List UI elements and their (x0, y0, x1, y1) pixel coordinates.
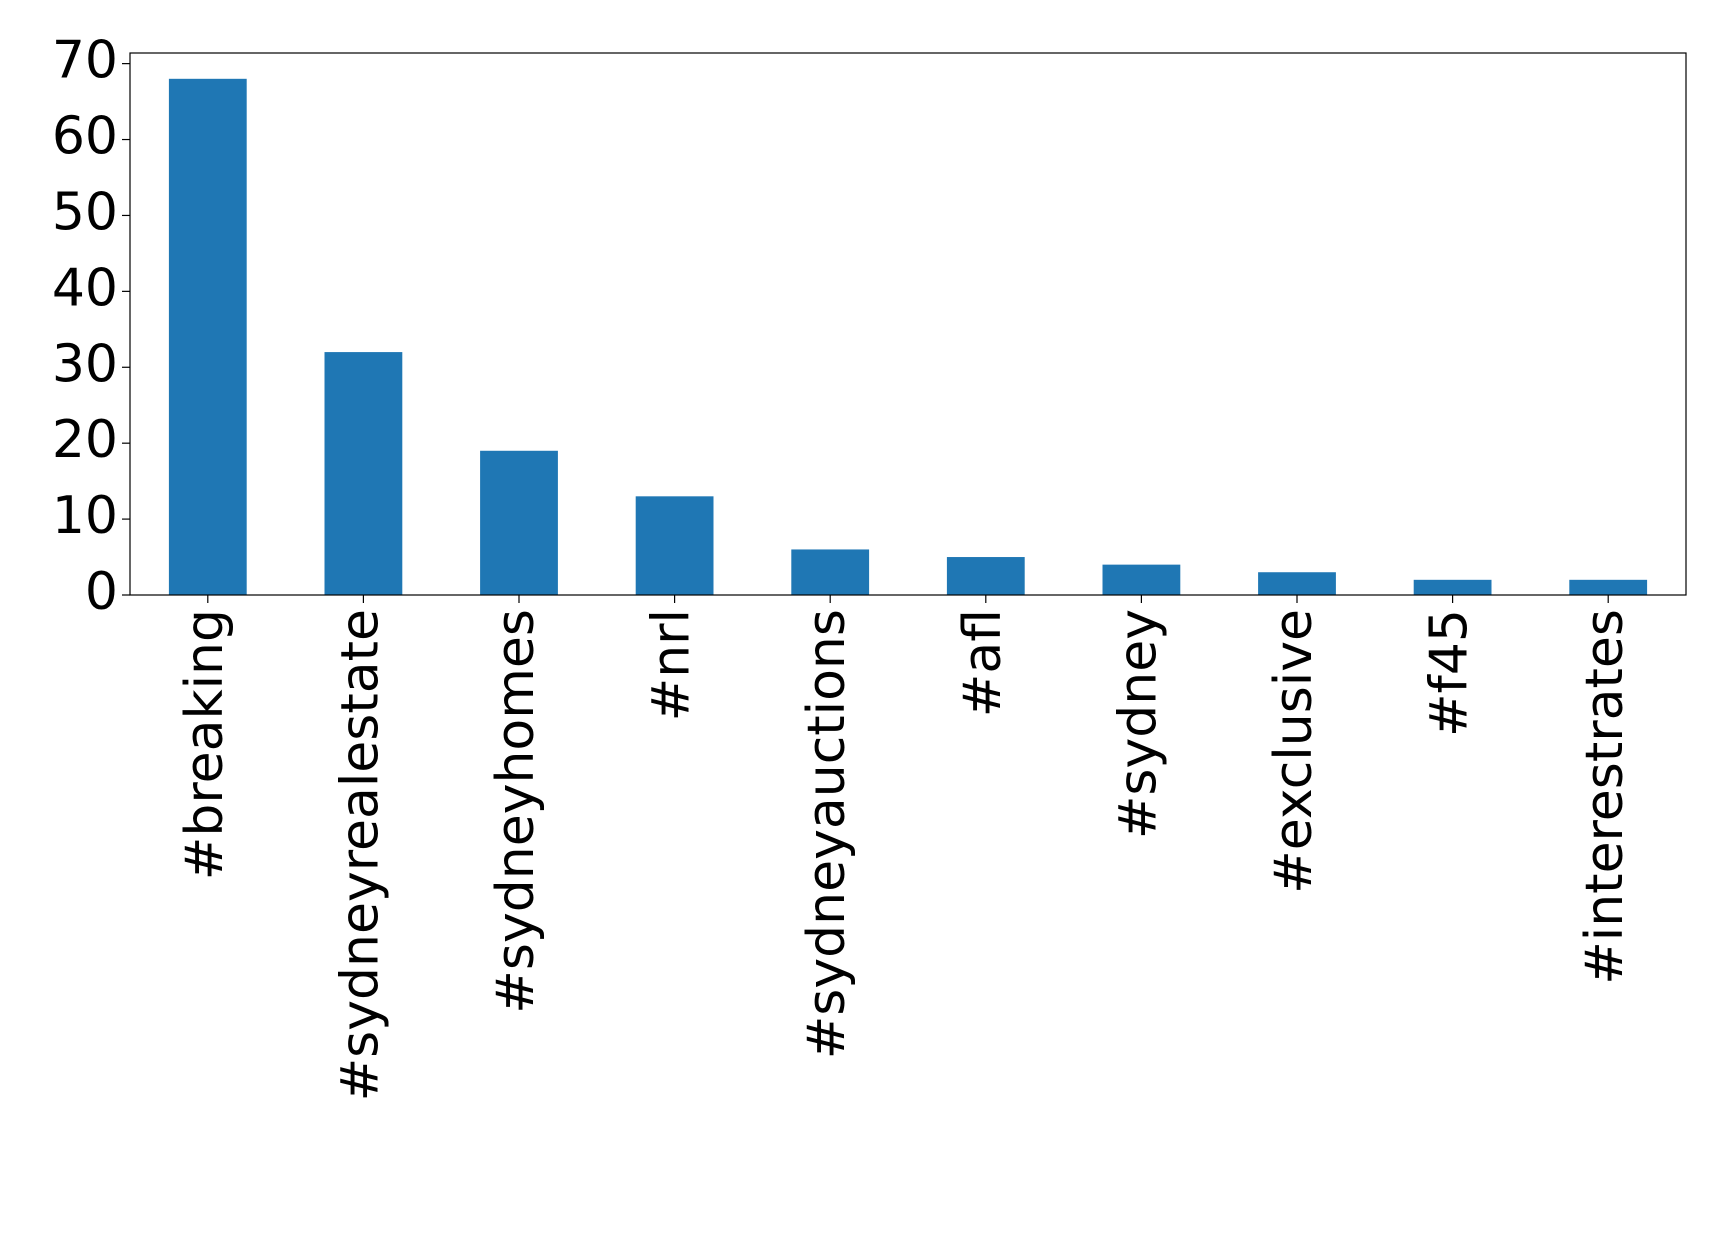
bar (1102, 564, 1181, 595)
x-tick-label: #breaking (175, 609, 235, 880)
bar (1413, 579, 1492, 595)
bar (168, 78, 247, 596)
y-tick-label: 20 (52, 410, 118, 470)
bar (791, 549, 870, 595)
bar (1258, 572, 1336, 595)
bar (946, 557, 1025, 595)
bar (324, 352, 403, 595)
x-tick-label: #sydney (1108, 609, 1168, 839)
bar (480, 450, 558, 595)
y-tick-label: 0 (85, 562, 118, 622)
x-tick-label: #interestrates (1575, 609, 1635, 985)
x-tick-label: #sydneyrealestate (330, 609, 390, 1101)
plot-frame (129, 52, 1687, 596)
x-tick-label: #afl (953, 609, 1013, 717)
y-tick-label: 60 (52, 107, 118, 167)
bar (635, 496, 714, 595)
x-tick-label: #exclusive (1264, 609, 1324, 894)
y-tick-label: 30 (52, 334, 118, 394)
y-tick-label: 40 (52, 258, 118, 318)
y-tick-label: 50 (52, 182, 118, 242)
x-tick-label: #sydneyauctions (797, 609, 857, 1059)
x-tick-label: #f45 (1420, 609, 1480, 737)
y-tick-label: 70 (52, 31, 118, 91)
bar (1569, 579, 1648, 595)
x-tick-label: #nrl (642, 609, 702, 721)
x-tick-label: #sydneyhomes (486, 609, 546, 1014)
y-tick-label: 10 (52, 486, 118, 546)
